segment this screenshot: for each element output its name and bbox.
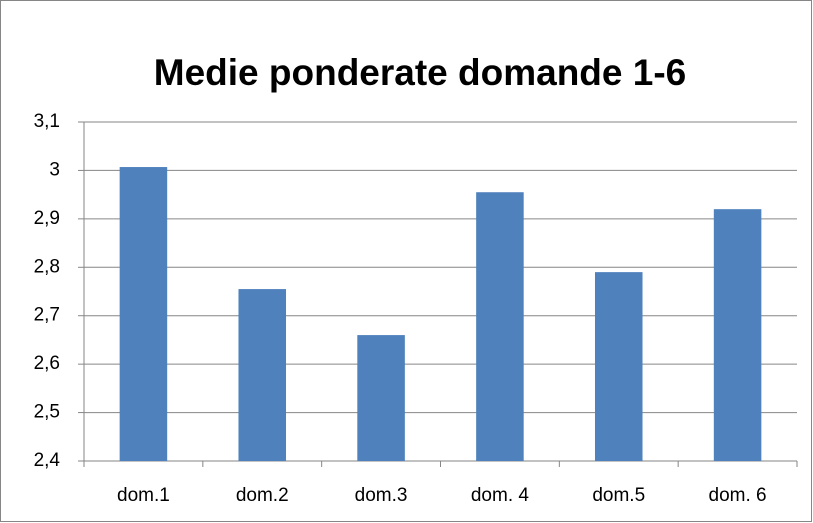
x-tick-label: dom.5 <box>592 485 645 506</box>
bar <box>119 167 168 461</box>
y-tick-label: 2,4 <box>34 450 61 471</box>
y-tick-label: 2,5 <box>34 402 60 423</box>
y-tick-label: 3 <box>49 159 60 180</box>
x-tick-label: dom.2 <box>236 485 289 506</box>
bar <box>357 335 405 461</box>
x-tick-label: dom. 6 <box>709 485 767 506</box>
y-tick-label: 2,8 <box>34 256 60 277</box>
bar <box>713 209 762 461</box>
y-tick-label: 3,1 <box>34 111 60 132</box>
x-tick-label: dom.3 <box>355 485 408 506</box>
y-tick-label: 2,6 <box>34 353 60 374</box>
y-tick-label: 2,9 <box>34 208 60 229</box>
x-tick-label: dom.1 <box>117 485 170 506</box>
bar <box>238 289 287 461</box>
bar <box>594 272 643 461</box>
bar <box>476 192 524 461</box>
chart-title: Medie ponderate domande 1-6 <box>154 52 687 93</box>
x-tick-label: dom. 4 <box>471 485 530 506</box>
y-tick-label: 2,7 <box>34 305 60 326</box>
